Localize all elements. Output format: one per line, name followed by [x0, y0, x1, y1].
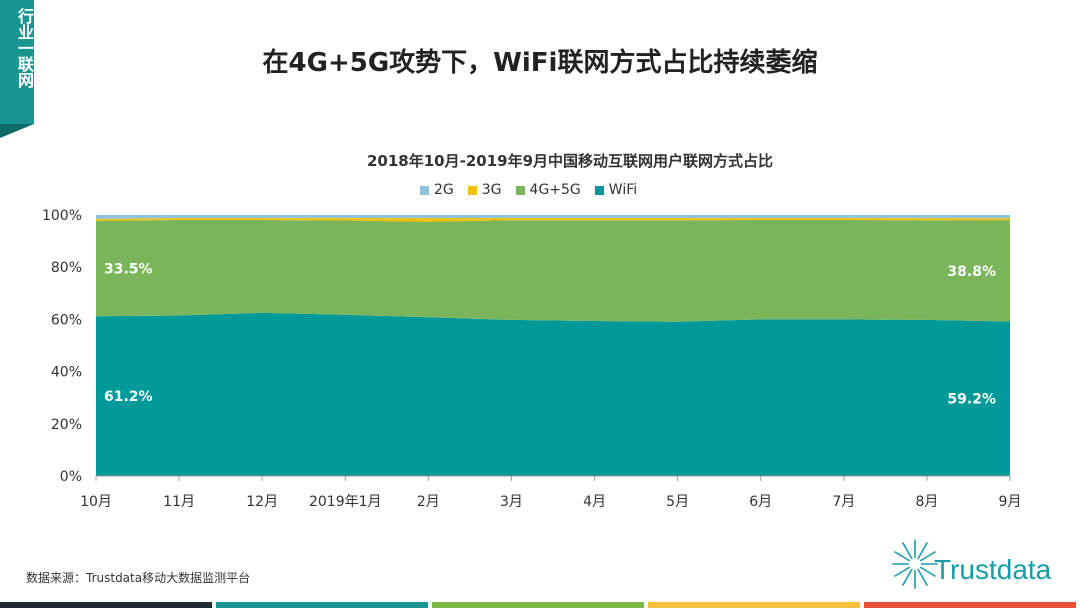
- footer-bar-1: [0, 602, 212, 608]
- footer-bar-3: [432, 602, 644, 608]
- area-series-4g-5g: [96, 219, 1010, 322]
- footer-bar-2: [216, 602, 428, 608]
- x-tick-label: 11月: [163, 494, 195, 510]
- x-tick-label: 9月: [999, 494, 1022, 510]
- x-tick-label: 6月: [749, 494, 772, 510]
- x-tick-label: 12月: [246, 494, 278, 510]
- legend-swatch-3g: [467, 185, 477, 195]
- x-tick-label: 5月: [666, 494, 689, 510]
- data-label: 38.8%: [947, 264, 996, 280]
- x-tick-label: 8月: [915, 494, 938, 510]
- x-tick-label: 4月: [583, 494, 606, 510]
- chart-title: 2018年10月-2019年9月中国移动互联网用户联网方式占比: [366, 152, 774, 170]
- x-tick-label: 2019年1月: [309, 494, 382, 510]
- trustdata-logo: Trustdata: [892, 536, 1072, 592]
- x-tick-label: 2月: [417, 494, 440, 510]
- y-tick-label: 100%: [42, 208, 82, 224]
- legend-label-3g: 3G: [481, 182, 502, 198]
- y-tick-label: 0%: [60, 469, 82, 485]
- side-tab-label: 行业一联网: [15, 8, 34, 88]
- legend-label-2g: 2G: [434, 182, 454, 198]
- legend-label-4g5g: 4G+5G: [529, 182, 581, 198]
- data-label: 59.2%: [947, 392, 996, 408]
- legend-item-2g: 2G: [420, 182, 454, 198]
- sunburst-icon: [892, 539, 938, 589]
- y-tick-label: 40%: [51, 365, 82, 381]
- page-title: 在4G+5G攻势下，WiFi联网方式占比持续萎缩: [262, 48, 818, 78]
- x-tick-label: 10月: [80, 494, 112, 510]
- legend-item-4g5g: 4G+5G: [515, 182, 581, 198]
- x-tick-label: 3月: [500, 494, 523, 510]
- footer-bar-4: [648, 602, 860, 608]
- legend-swatch-2g: [420, 185, 429, 195]
- x-tick-label: 7月: [832, 494, 855, 510]
- legend-swatch-4g5g: [515, 185, 525, 195]
- logo-text: Trustdata: [934, 554, 1052, 585]
- area-series-wifi: [96, 312, 1010, 476]
- y-tick-label: 60%: [51, 312, 82, 328]
- data-label: 61.2%: [104, 389, 153, 405]
- legend-item-3g: 3G: [467, 182, 502, 198]
- chart-legend: 2G 3G 4G+5G WiFi: [420, 180, 637, 200]
- y-tick-label: 80%: [51, 260, 82, 276]
- footer-bar-5: [864, 602, 1076, 608]
- legend-swatch-wifi: [594, 185, 604, 195]
- side-tab: 行业一联网: [0, 0, 34, 138]
- data-label: 33.5%: [104, 262, 153, 278]
- footer-color-bars: [0, 602, 1080, 608]
- area-series-3g: [96, 218, 1010, 222]
- y-tick-label: 20%: [51, 417, 82, 433]
- legend-label-wifi: WiFi: [608, 182, 638, 198]
- legend-item-wifi: WiFi: [594, 182, 638, 198]
- stacked-area-chart: 0% 20% 40% 60% 80% 100% 10月 11月 12月 2019年1月 2月 3月 4月…: [42, 208, 1022, 510]
- area-series-2g: [96, 215, 1010, 219]
- data-source: 数据来源：Trustdata移动大数据监测平台: [26, 571, 251, 585]
- side-tab-fold: [0, 124, 34, 138]
